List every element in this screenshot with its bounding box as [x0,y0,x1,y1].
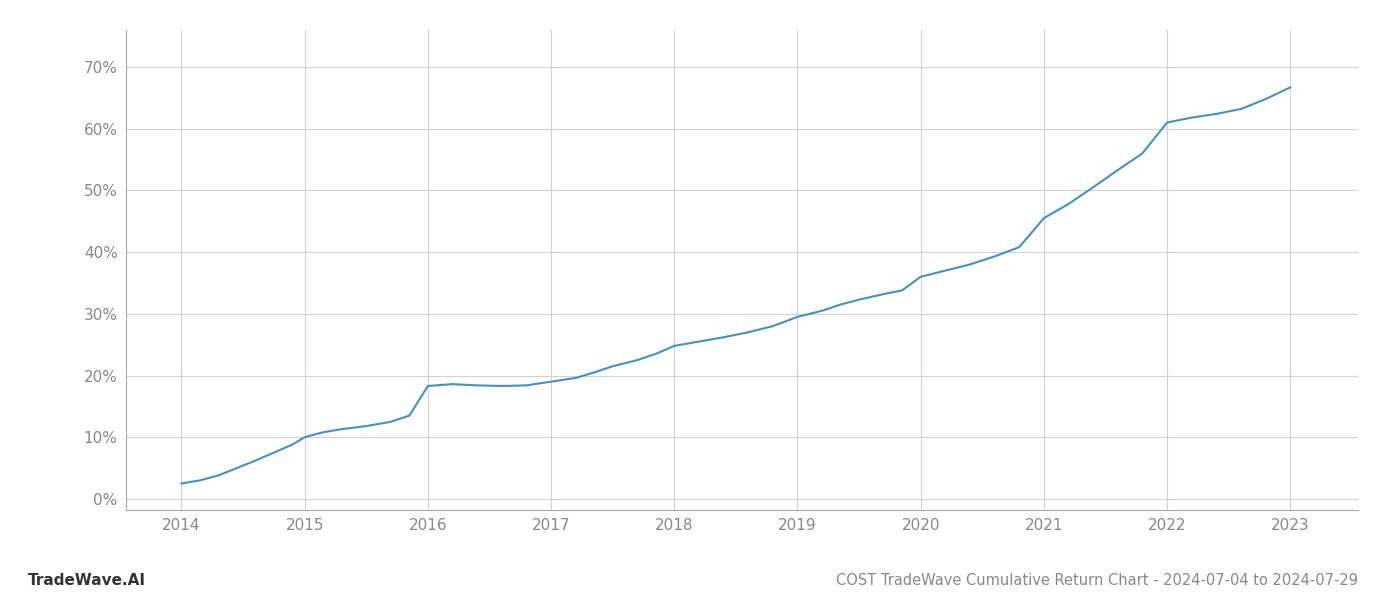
Text: TradeWave.AI: TradeWave.AI [28,573,146,588]
Text: COST TradeWave Cumulative Return Chart - 2024-07-04 to 2024-07-29: COST TradeWave Cumulative Return Chart -… [836,573,1358,588]
